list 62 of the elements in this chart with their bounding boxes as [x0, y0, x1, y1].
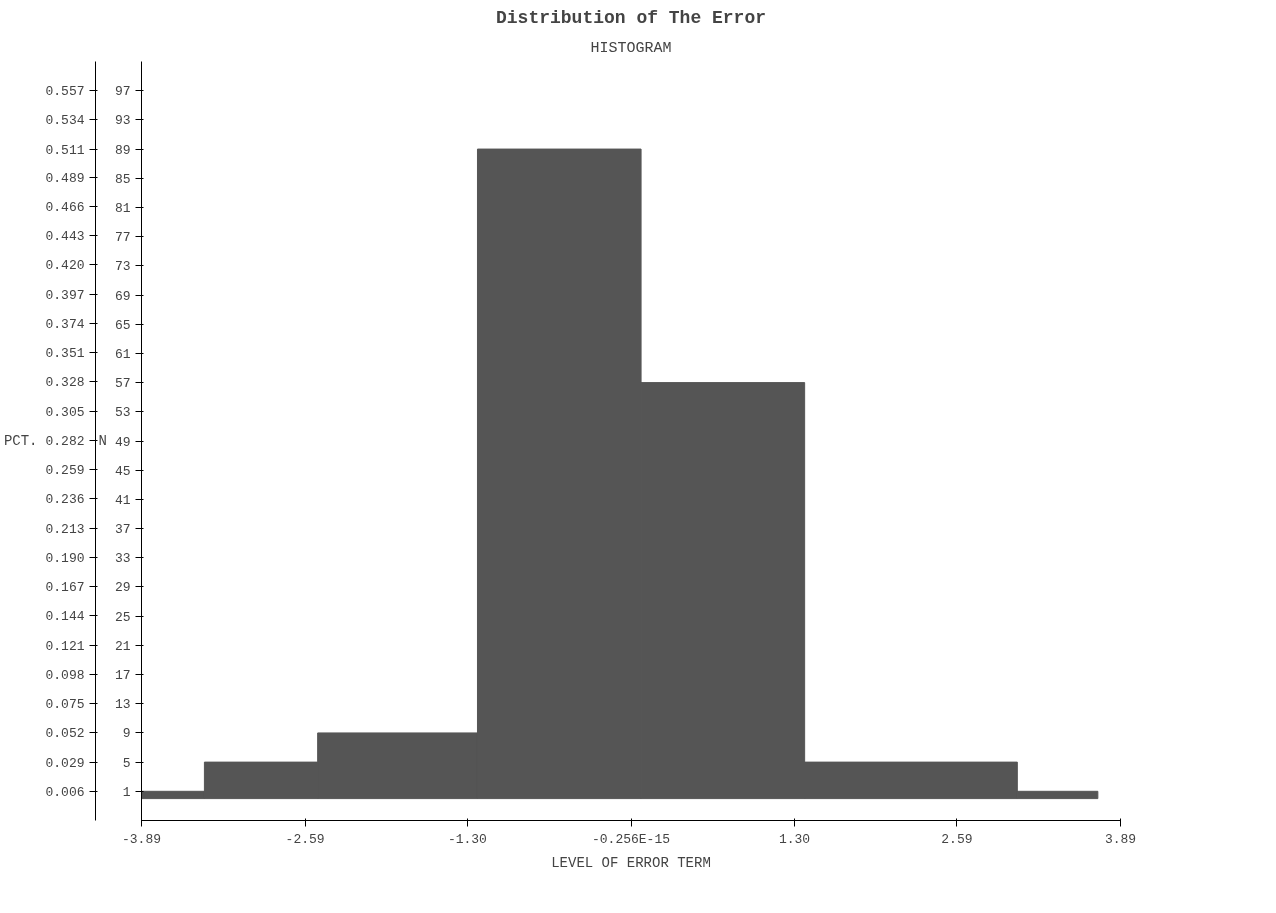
y2-tick-label: 0.420 — [45, 258, 85, 274]
y-tick-label: 61 — [114, 346, 131, 362]
y2-tick-label: 0.121 — [45, 638, 85, 654]
x-tick-label: 3.89 — [1104, 831, 1137, 847]
y2-tick-label: 0.006 — [45, 784, 85, 800]
y2-tick-label: 0.075 — [45, 697, 85, 713]
x-tick-label: -2.59 — [285, 831, 325, 847]
y-tick-label: 81 — [114, 200, 131, 216]
y-tick-label: 29 — [114, 580, 131, 596]
chart-title: Distribution of The Error — [495, 7, 767, 28]
chart-subtitle: HISTOGRAM — [590, 39, 672, 57]
y2-tick-label: 0.190 — [45, 550, 85, 566]
x-tick-label: -0.256E-15 — [591, 831, 671, 847]
y-tick-label: 57 — [114, 376, 131, 392]
x-axis-title: LEVEL OF ERROR TERM — [551, 854, 711, 871]
x-tick-label: 1.30 — [778, 831, 811, 847]
y-tick-label: 21 — [114, 638, 131, 654]
y2-tick-label: 0.098 — [45, 667, 85, 683]
y-tick-label: 5 — [122, 755, 131, 771]
y2-tick-label: 0.466 — [45, 199, 85, 215]
y2-tick-label: 0.305 — [45, 404, 85, 420]
y-tick-label: 25 — [114, 609, 131, 625]
y-tick-label: 37 — [114, 522, 131, 538]
y-tick-label: 45 — [114, 463, 131, 479]
y2-tick-label: 0.351 — [45, 346, 85, 362]
y-tick-label: 93 — [114, 113, 131, 129]
y2-tick-label: 0.144 — [45, 609, 85, 625]
y2-tick-label: 0.443 — [45, 229, 85, 245]
y2-tick-label: 0.397 — [45, 287, 85, 303]
x-tick-label: -3.89 — [122, 831, 162, 847]
y-tick-label: 53 — [114, 405, 131, 421]
y2-tick-label: 0.213 — [45, 521, 85, 537]
y2-tick-label: 0.489 — [45, 170, 85, 186]
y-tick-label: 41 — [114, 492, 131, 508]
y-tick-label: 49 — [114, 434, 131, 450]
y-tick-label: 77 — [114, 230, 131, 246]
y2-tick-label: 0.328 — [45, 375, 85, 391]
x-tick-label: -1.30 — [447, 831, 487, 847]
y2-axis-title: PCT. — [3, 433, 38, 449]
y2-tick-label: 0.557 — [45, 84, 85, 100]
y2-tick-label: 0.511 — [45, 142, 85, 158]
y-tick-label: 9 — [122, 726, 131, 742]
y2-tick-label: 0.052 — [45, 726, 85, 742]
y-tick-label: 33 — [114, 551, 131, 567]
y-tick-label: 89 — [114, 142, 131, 158]
y-tick-label: 69 — [114, 288, 131, 304]
y-tick-label: 13 — [114, 697, 131, 713]
y-tick-label: 97 — [114, 84, 131, 100]
y-tick-label: 85 — [114, 171, 131, 187]
x-tick-label: 2.59 — [941, 831, 973, 847]
y2-tick-label: 0.029 — [45, 755, 85, 771]
y-tick-label: 17 — [114, 668, 131, 684]
y2-tick-label: 0.534 — [45, 113, 85, 129]
y2-tick-label: 0.374 — [45, 316, 85, 332]
y2-tick-label: 0.167 — [45, 580, 85, 596]
y-tick-label: 1 — [122, 784, 131, 800]
y-tick-label: 65 — [114, 317, 131, 333]
y2-tick-label: 0.236 — [45, 492, 85, 508]
y-tick-label: 73 — [114, 259, 131, 275]
y2-tick-label: 0.282 — [45, 433, 85, 449]
y2-tick-label: 0.259 — [45, 463, 85, 479]
y-axis-title: N — [98, 433, 107, 449]
